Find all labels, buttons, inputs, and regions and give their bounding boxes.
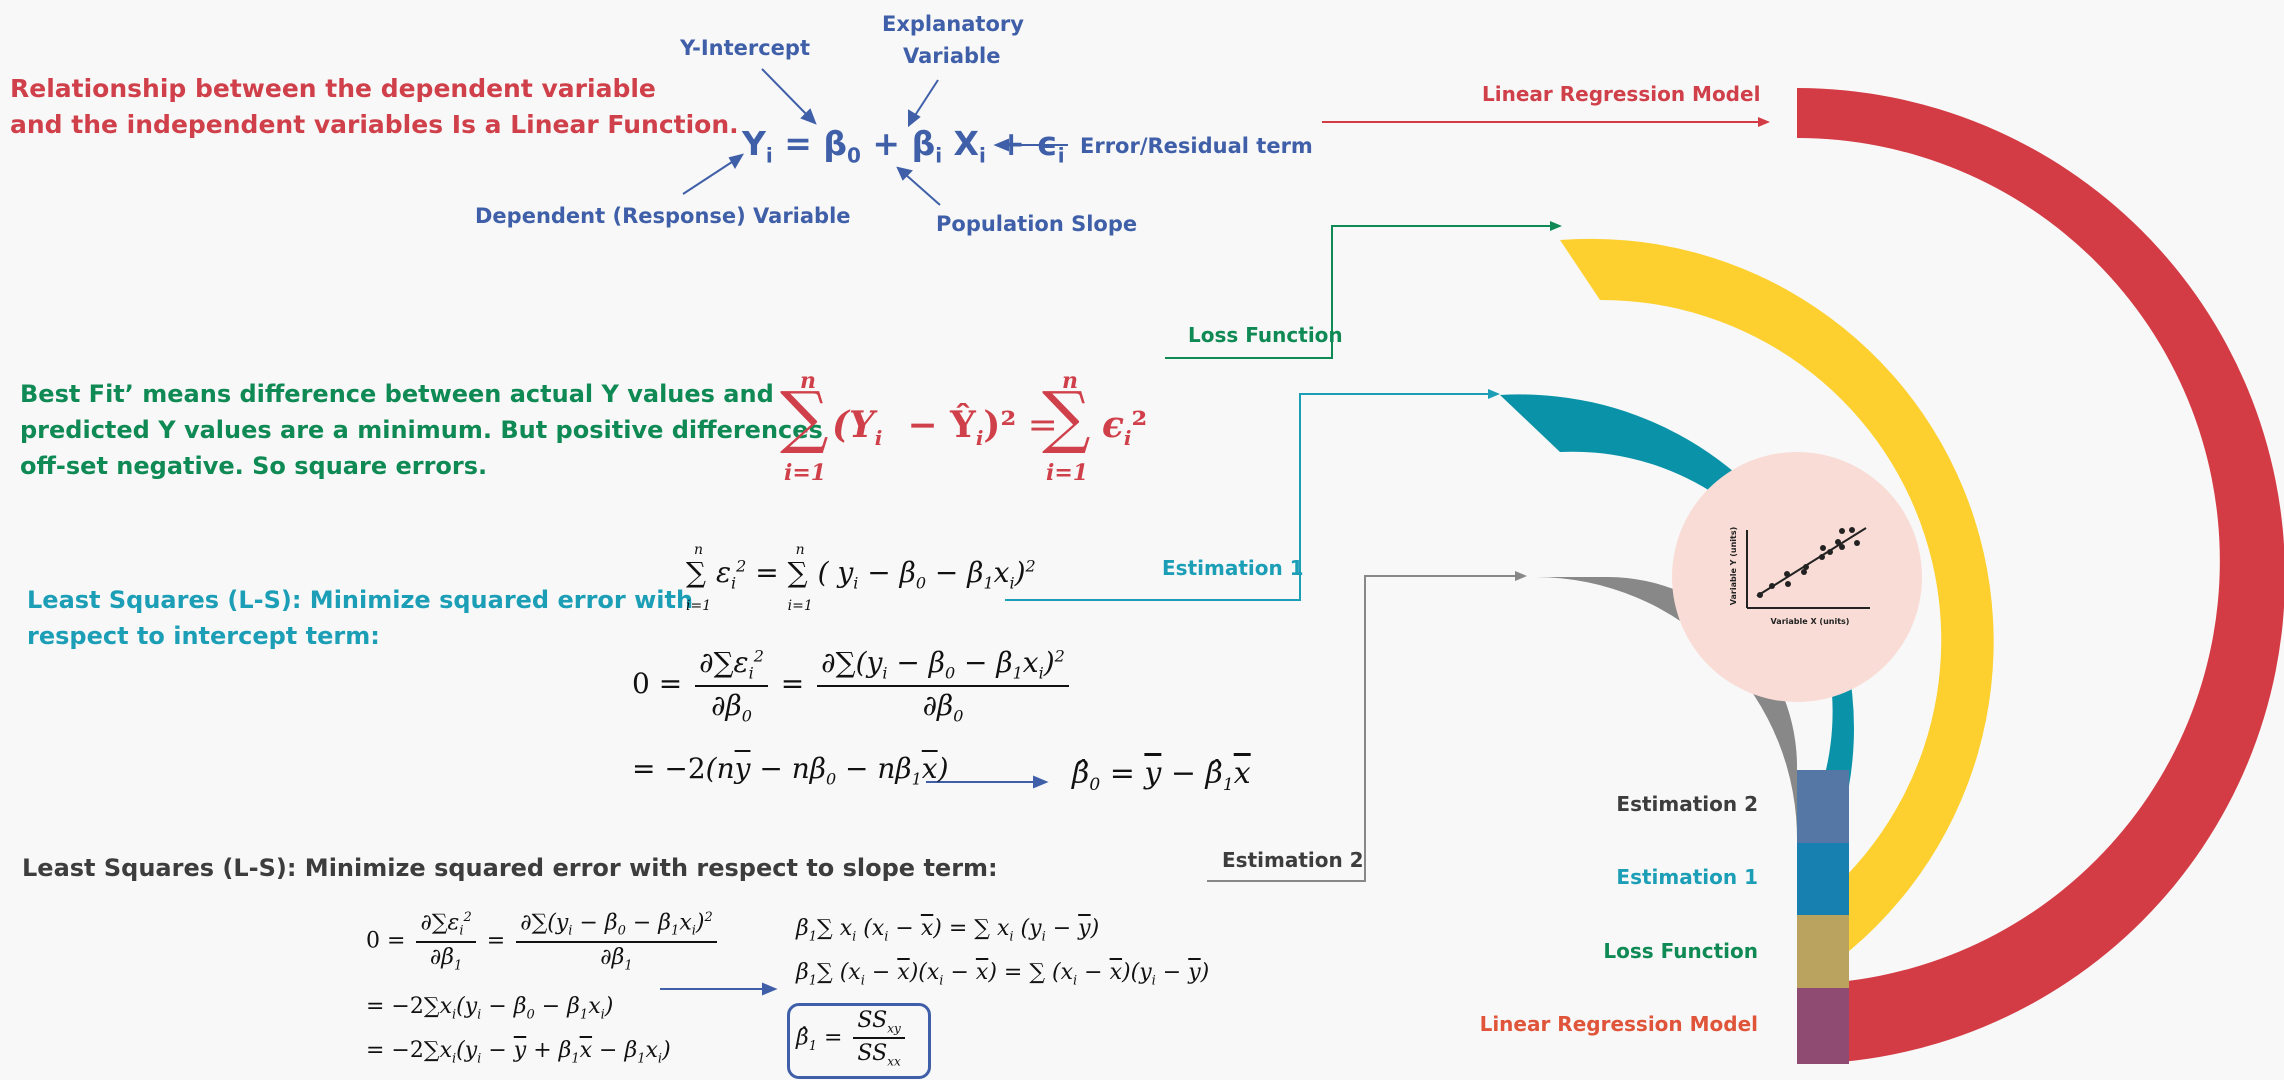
strip-estimation-1 — [1797, 843, 1849, 915]
statement-line-1: Relationship between the dependent varia… — [10, 74, 656, 103]
arrowhead-beta1-result — [762, 982, 778, 996]
label-explanatory-1: Explanatory — [882, 12, 1024, 36]
label-error-term: Error/Residual term — [1080, 134, 1313, 158]
ls-slope-equation-3: = −2∑xi(yi − y + β1x − β1xi) — [366, 1038, 671, 1067]
arrowhead-loss-function — [1550, 221, 1562, 231]
arrowhead-slope — [896, 166, 913, 181]
ls-slope-line: Least Squares (L-S): Minimize squared er… — [22, 854, 998, 882]
ls-intercept-line-2: respect to intercept term: — [27, 622, 380, 650]
center-circle — [1672, 452, 1922, 702]
label-dependent-variable: Dependent (Response) Variable — [475, 204, 851, 228]
scatter-points — [1757, 527, 1860, 598]
label-explanatory-2: Variable — [903, 44, 1001, 68]
arrow-explanatory — [913, 79, 939, 118]
plot-ylabel: Variable Y (units) — [1729, 527, 1738, 606]
best-fit-line-1: Best Fit’ means difference between actua… — [20, 380, 774, 408]
arrow-dependent — [682, 159, 736, 195]
legend-estimation-1: Estimation 1 — [1616, 865, 1758, 889]
strip-estimation-2 — [1797, 770, 1849, 843]
ls-intercept-line-1: Least Squares (L-S): Minimize squared er… — [27, 586, 694, 614]
label-y-intercept: Y-Intercept — [680, 36, 810, 60]
ls-slope-equation-1: 0 = ∂∑εi2 ∂β1 = ∂∑(yi − β0 − β1xi)2 ∂β1 — [366, 910, 721, 973]
strip-linear-regression-model — [1797, 988, 1849, 1064]
ls-intercept-equation-2: 0 = ∂∑εi2 ∂β0 = ∂∑(yi − β0 − β1xi)2 ∂β0 — [632, 646, 1073, 725]
connector-estimation-2 — [1207, 575, 1515, 882]
label-population-slope-visible: Population Slope — [936, 212, 1138, 236]
best-fit-line-3: off-set negative. So square errors. — [20, 452, 488, 480]
arrowhead-dependent — [728, 153, 745, 170]
ls-slope-equation-4: β1∑ xi (xi − x) = ∑ xi (yi − y) — [796, 916, 1100, 945]
plot-xlabel: Variable X (units) — [1771, 617, 1850, 626]
ls-intercept-equation-1: n ∑ i=1 εi2 = n ∑ i=1( yi − β0 − β1xi)2 — [686, 542, 1036, 614]
connector-label-estimation-2: Estimation 2 — [1222, 848, 1364, 872]
beta1-result-box — [787, 1003, 931, 1079]
arrowhead-estimation-1 — [1488, 389, 1500, 399]
arrowhead-beta0-result — [1033, 775, 1049, 789]
beta1-result: β̂1 = SSxy SSxx — [796, 1008, 909, 1069]
arrowhead-error — [993, 138, 1009, 152]
legend-estimation-2: Estimation 2 — [1616, 792, 1758, 816]
legend-linear-regression-model: Linear Regression Model — [1479, 1012, 1758, 1036]
beta0-result: β̂0 = y − β̂1x — [1072, 756, 1251, 795]
ls-slope-equation-5: β1∑ (xi − x)(xi − x) = ∑ (xi − x)(yi − y… — [796, 960, 1210, 989]
connector-estimation-1 — [1005, 393, 1488, 601]
arrowhead-linear-regression — [1758, 117, 1770, 127]
ls-intercept-equation-3: = −2(ny − nβ0 − nβ1x) — [632, 752, 949, 789]
ls-slope-equation-2: = −2∑xi(yi − β0 − β1xi) — [366, 994, 614, 1023]
arrowhead-estimation-2 — [1515, 571, 1527, 581]
connector-label-estimation-1: Estimation 1 — [1162, 556, 1304, 580]
legend-loss-function: Loss Function — [1603, 939, 1758, 963]
statement-line-2: and the independent variables Is a Linea… — [10, 110, 739, 139]
best-fit-line-2: predicted Y values are a minimum. But po… — [20, 416, 823, 444]
ring-linear-regression-model — [1797, 88, 2284, 1064]
regression-equation: Yi = β0 + βi Xi + ϵi — [742, 124, 1065, 168]
connector-label-loss-function: Loss Function — [1188, 323, 1343, 347]
arrowhead-y-intercept — [800, 108, 817, 125]
ring-loss-function — [1560, 238, 1994, 988]
arrow-slope — [904, 173, 941, 206]
scatter-plot-icon — [1746, 527, 1870, 609]
connector-loss-function — [1165, 225, 1550, 359]
arrow-y-intercept — [761, 68, 809, 117]
strip-loss-function — [1797, 915, 1849, 988]
connector-label-linear-regression: Linear Regression Model — [1482, 82, 1761, 106]
arrowhead-explanatory — [908, 109, 921, 128]
